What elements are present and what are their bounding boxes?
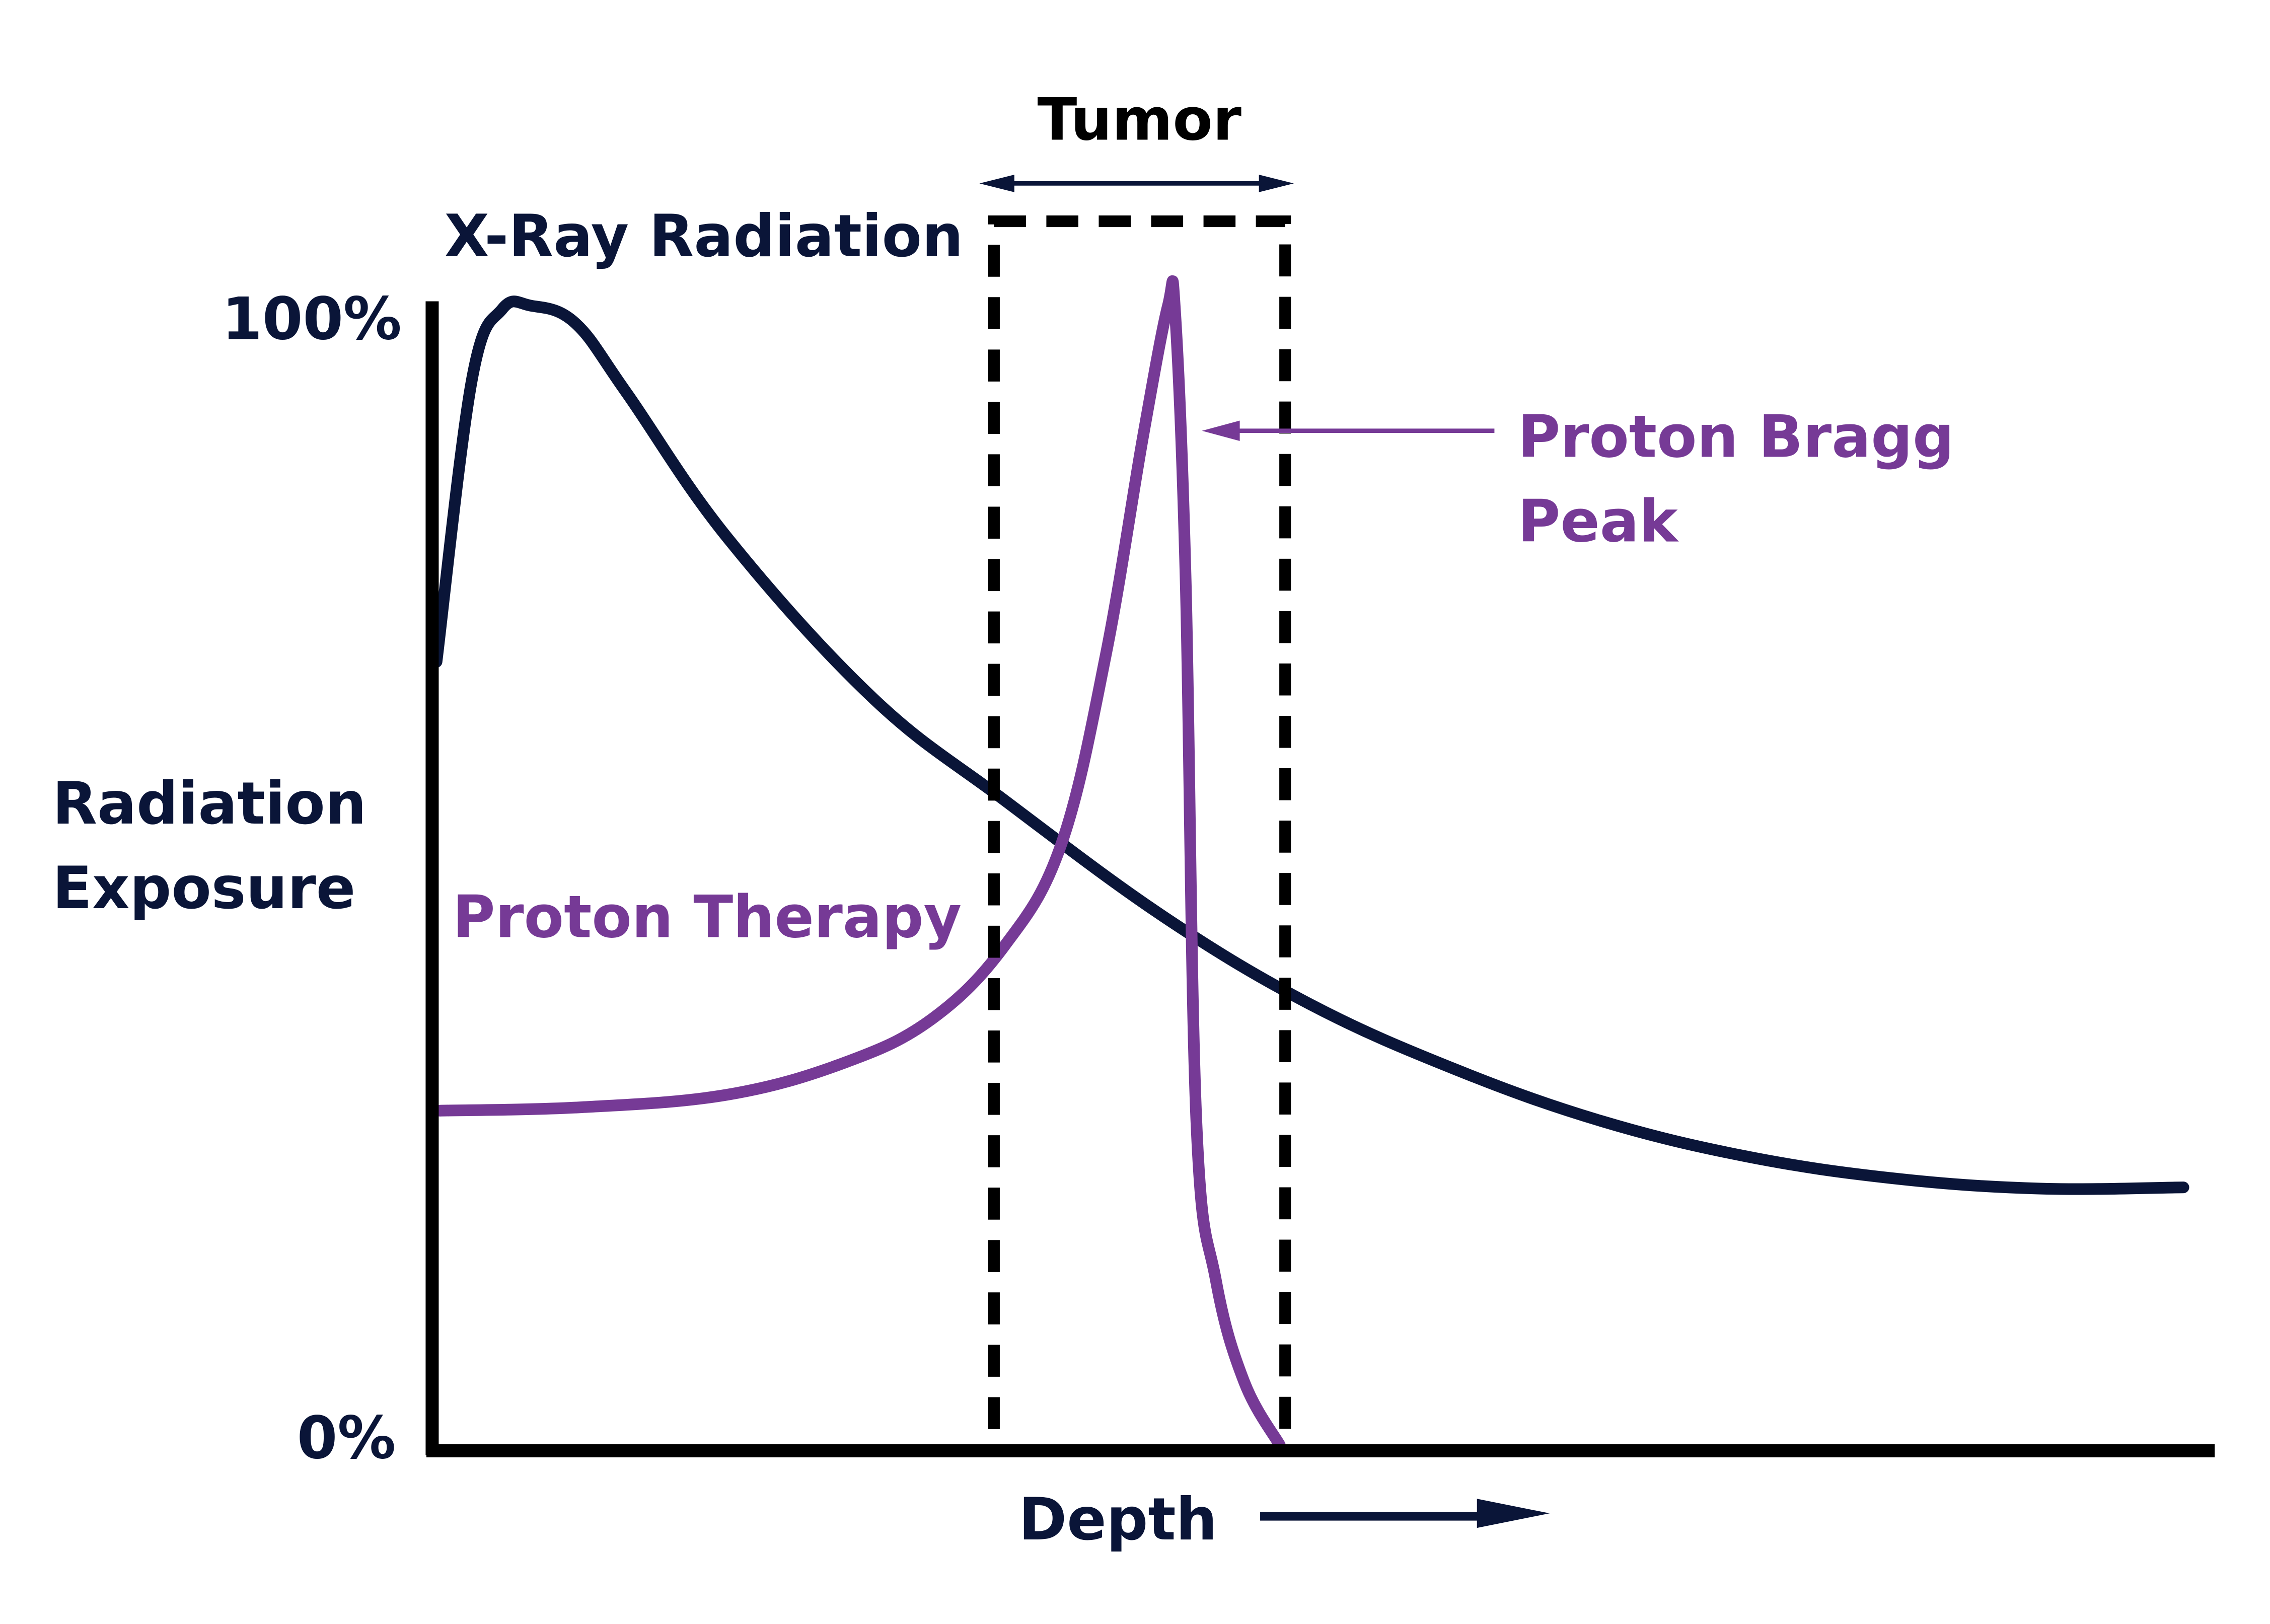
xlabel: Depth [1018,1486,1217,1554]
ytick-0: 0% [297,1405,396,1472]
bragg-label-line1: Proton Bragg [1518,404,1954,471]
depth-arrow [1260,1499,1550,1528]
series-layer [430,275,2189,1451]
ytick-100: 100% [222,286,402,353]
tumor-width-arrow [979,175,1294,192]
ylabel-line1: Radiation [52,770,367,838]
tumor-region-box [988,215,1291,1457]
tumor-label: Tumor [1037,87,1241,154]
xray-label: X-Ray Radiation [445,203,964,270]
proton-therapy-label: Proton Therapy [453,884,962,951]
ylabel-line2: Exposure [52,855,355,922]
bragg-label-line2: Peak [1518,488,1679,555]
bragg-pointer-arrow [1202,420,1495,441]
proton-therapy-line [434,275,1286,1451]
